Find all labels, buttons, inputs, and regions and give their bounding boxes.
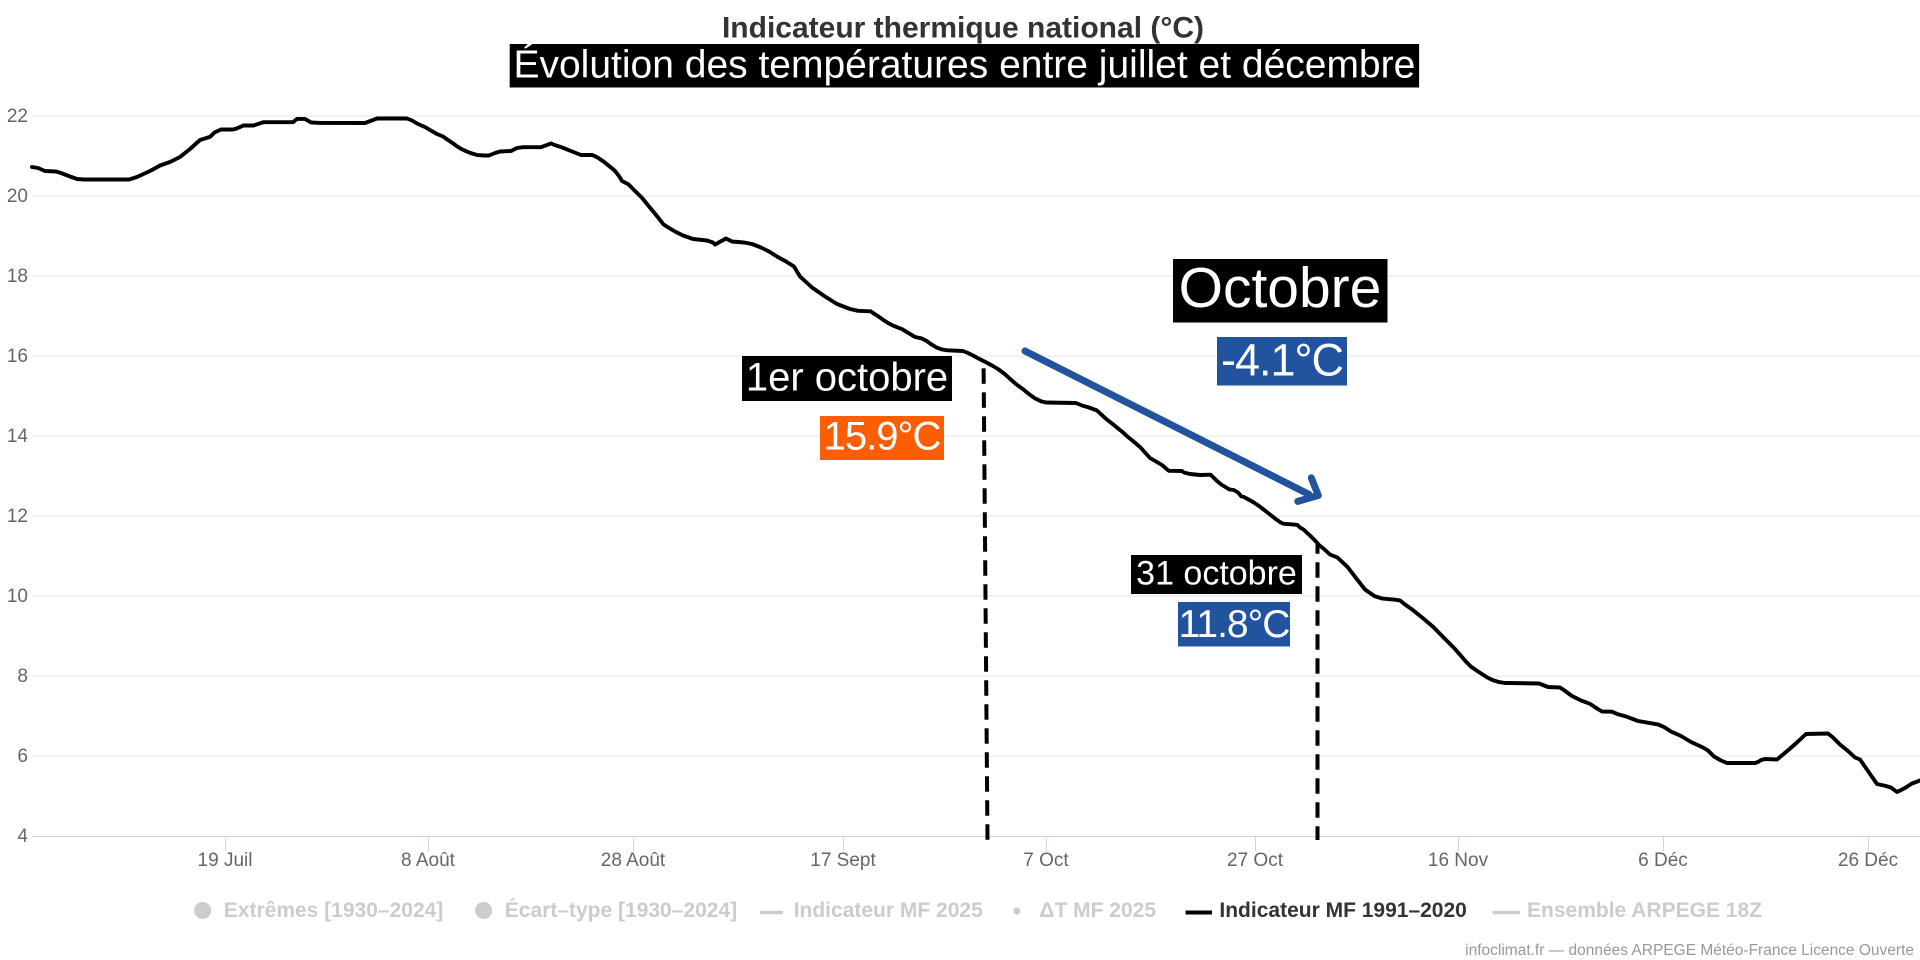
svg-text:27 Oct: 27 Oct <box>1227 850 1284 871</box>
svg-text:28 Août: 28 Août <box>601 850 666 871</box>
svg-text:ΔT MF 2025: ΔT MF 2025 <box>1039 899 1156 922</box>
svg-text:15.9°C: 15.9°C <box>824 415 941 459</box>
svg-text:18: 18 <box>7 266 28 287</box>
svg-text:-4.1°C: -4.1°C <box>1221 335 1343 386</box>
svg-text:infoclimat.fr — données ARPEGE: infoclimat.fr — données ARPEGE Météo-Fra… <box>1465 942 1914 959</box>
svg-text:11.8°C: 11.8°C <box>1179 603 1290 646</box>
svg-text:1er octobre: 1er octobre <box>746 356 948 400</box>
svg-text:17 Sept: 17 Sept <box>810 850 876 871</box>
svg-text:20: 20 <box>7 186 28 207</box>
svg-text:22: 22 <box>7 106 28 127</box>
svg-text:Indicateur thermique national: Indicateur thermique national (°C) <box>722 12 1204 45</box>
svg-text:Ensemble ARPEGE 18Z: Ensemble ARPEGE 18Z <box>1527 899 1762 922</box>
svg-text:14: 14 <box>7 426 29 447</box>
svg-text:19 Juil: 19 Juil <box>198 850 253 871</box>
svg-text:Écart–type [1930–2024]: Écart–type [1930–2024] <box>505 899 737 922</box>
svg-text:26 Déc: 26 Déc <box>1838 850 1898 871</box>
svg-text:8: 8 <box>17 666 28 687</box>
svg-text:Indicateur MF 1991–2020: Indicateur MF 1991–2020 <box>1219 899 1466 922</box>
svg-text:Évolution des températures ent: Évolution des températures entre juillet… <box>513 44 1415 87</box>
svg-text:31 octobre: 31 octobre <box>1136 555 1297 593</box>
svg-text:6: 6 <box>17 746 28 767</box>
svg-text:8 Août: 8 Août <box>401 850 456 871</box>
svg-text:7 Oct: 7 Oct <box>1023 850 1069 871</box>
svg-text:4: 4 <box>17 826 28 847</box>
svg-text:Extrêmes [1930–2024]: Extrêmes [1930–2024] <box>224 899 443 922</box>
svg-text:Octobre: Octobre <box>1179 256 1382 320</box>
svg-text:16 Nov: 16 Nov <box>1428 850 1489 871</box>
svg-text:6 Déc: 6 Déc <box>1638 850 1688 871</box>
svg-text:12: 12 <box>7 506 28 527</box>
svg-text:Indicateur MF 2025: Indicateur MF 2025 <box>794 899 983 922</box>
svg-text:16: 16 <box>7 346 28 367</box>
svg-text:10: 10 <box>7 586 28 607</box>
